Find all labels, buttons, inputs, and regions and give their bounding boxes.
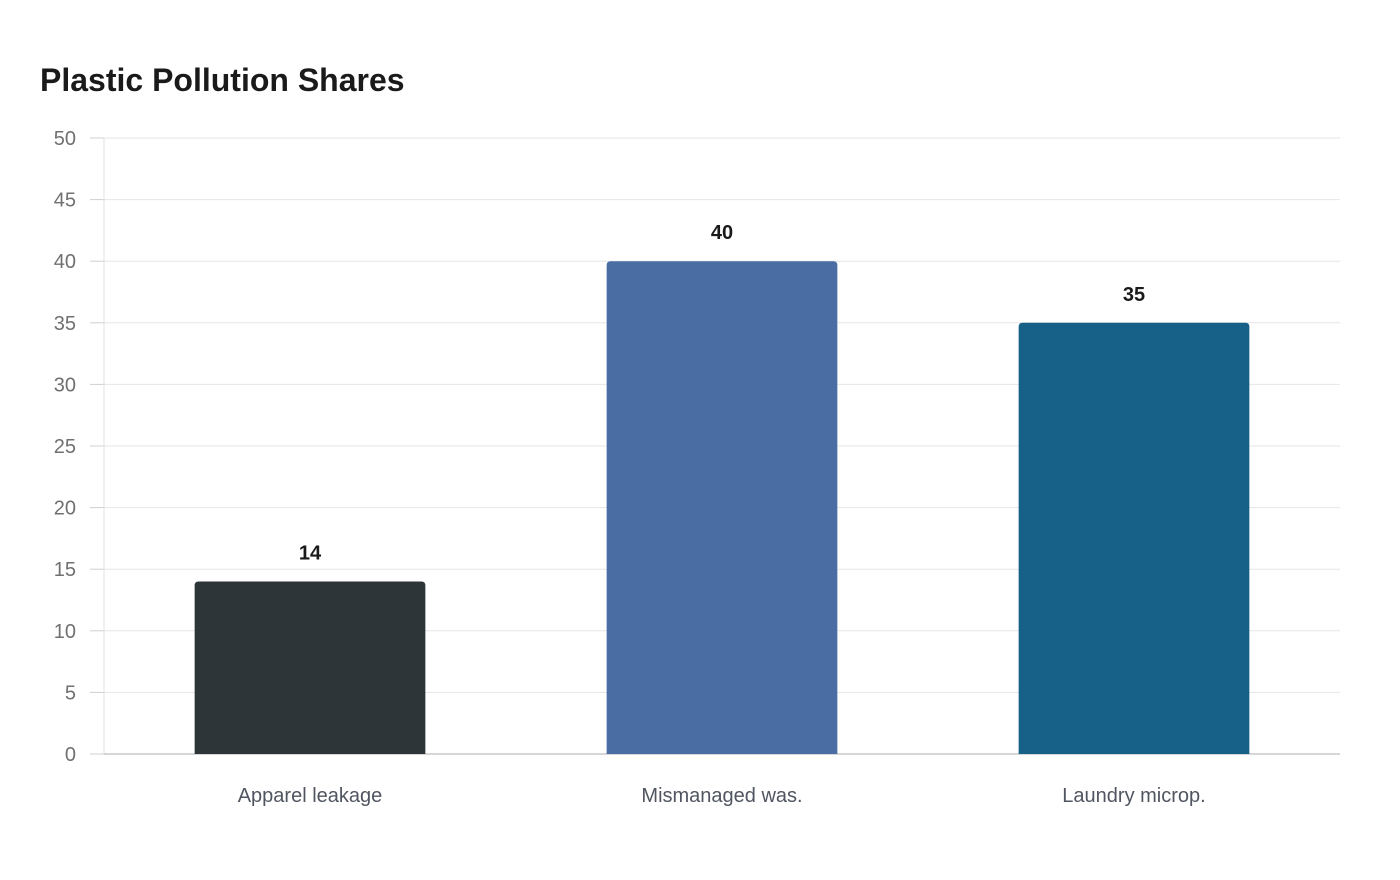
bars [194,261,1250,754]
labels: 0 5 10 15 20 25 30 35 40 45 50 14 Apparel leakage 40 M… [54,128,1206,807]
y-tick-label: 45 [54,190,76,212]
bar-value-label: 35 [1123,284,1145,306]
y-tick-label: 25 [54,436,76,458]
x-category-label: Apparel leakage [238,785,383,807]
y-tick-label: 10 [54,621,76,643]
y-tick-label: 40 [54,251,76,273]
x-category-label: Mismanaged was. [641,785,802,807]
bar-value-label: 40 [711,222,733,244]
y-tick-label: 5 [65,682,76,704]
y-tick-label: 0 [65,744,76,766]
bar-value-label: 14 [299,543,322,565]
y-tick-label: 35 [54,313,76,335]
y-tick-label: 50 [54,128,76,150]
chart-title: Plastic Pollution Shares [40,62,405,98]
bar-laundry-microp [1018,322,1250,754]
x-category-label: Laundry microp. [1062,785,1205,807]
bar-apparel-leakage [194,581,426,754]
y-tick-label: 30 [54,374,76,396]
y-tick-label: 15 [54,559,76,581]
bar-mismanaged-was [606,261,838,754]
y-tick-label: 20 [54,498,76,520]
